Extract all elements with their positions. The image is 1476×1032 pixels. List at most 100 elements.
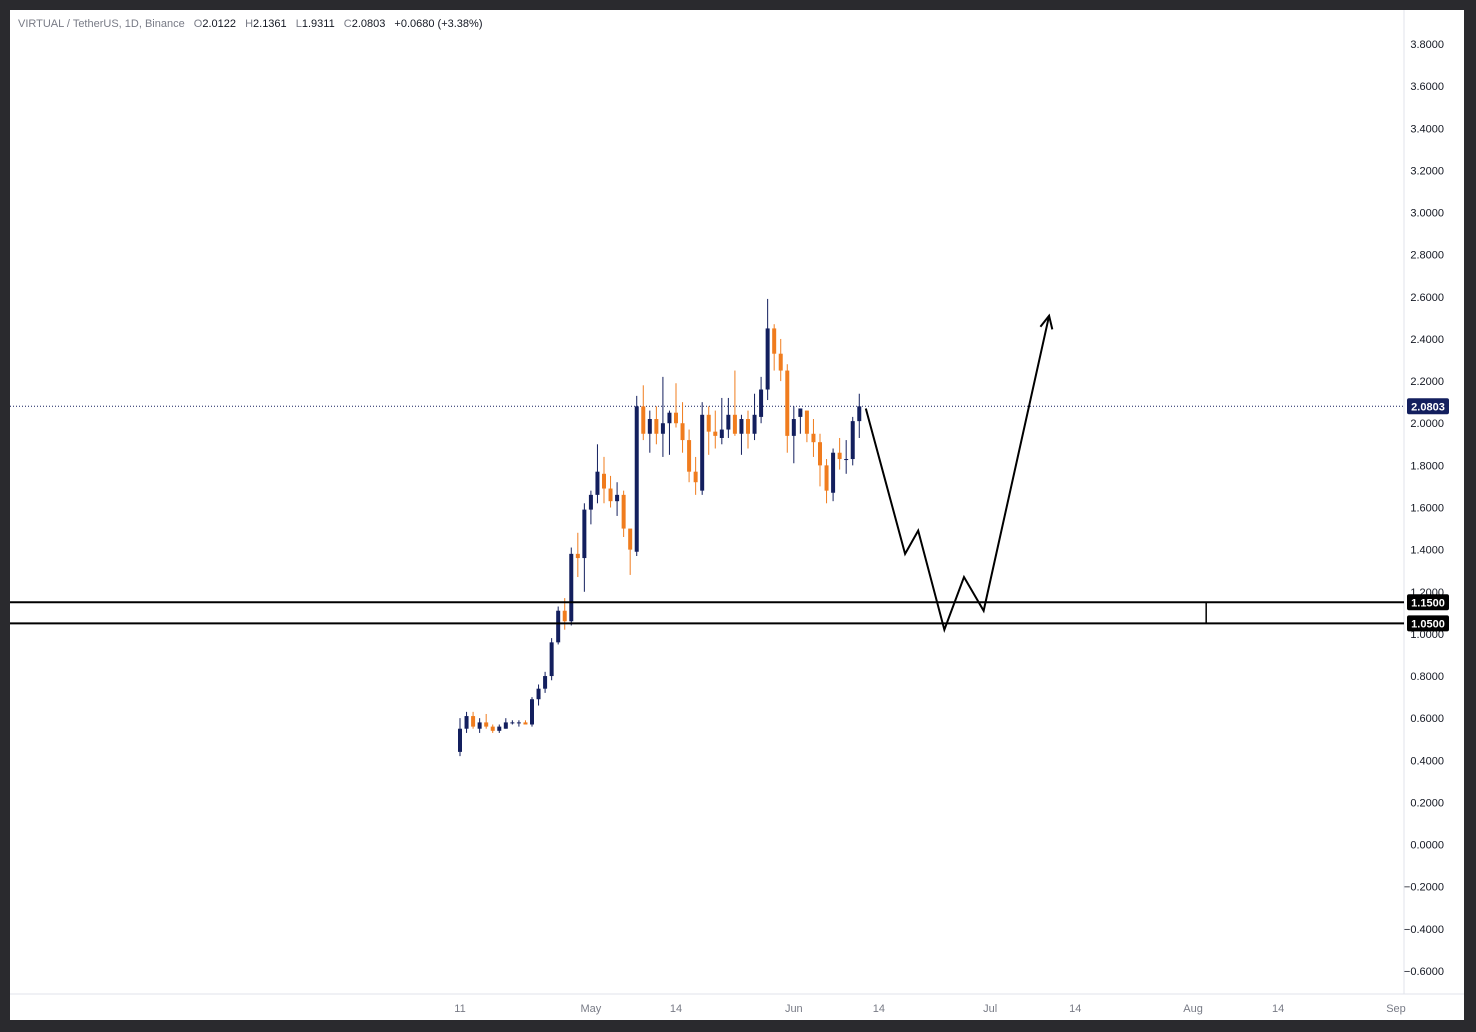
candle-body bbox=[778, 353, 783, 371]
candle-body bbox=[471, 716, 476, 727]
level-price-tag: 1.1500 bbox=[1411, 597, 1445, 609]
ohlc-close: C2.0803 bbox=[344, 18, 386, 30]
candle-body bbox=[660, 423, 665, 434]
candle-body bbox=[503, 722, 508, 729]
candle-body bbox=[844, 459, 849, 461]
candle-body bbox=[785, 370, 790, 436]
close-value: 2.0803 bbox=[351, 18, 386, 30]
candle-body bbox=[621, 494, 626, 529]
candle-body bbox=[516, 722, 521, 724]
low-label: L bbox=[295, 18, 302, 30]
ohlc-open: O2.0122 bbox=[194, 18, 236, 30]
y-tick-label: 2.2000 bbox=[1410, 376, 1444, 388]
candle-body bbox=[772, 328, 777, 354]
candle-body bbox=[458, 728, 462, 752]
candle-body bbox=[857, 406, 862, 422]
candle-body bbox=[549, 642, 554, 677]
candle-body bbox=[582, 509, 587, 559]
y-tick-label: 0.6000 bbox=[1410, 713, 1444, 725]
candle-body bbox=[752, 414, 757, 434]
candle-body bbox=[726, 414, 731, 430]
candle-body bbox=[791, 419, 796, 436]
candle-body bbox=[641, 406, 646, 434]
candle-body bbox=[837, 452, 842, 460]
candle-body bbox=[575, 553, 580, 559]
candle-body bbox=[831, 452, 836, 493]
x-tick-label: 14 bbox=[1272, 1003, 1284, 1015]
candle-body bbox=[759, 389, 764, 417]
y-tick-label: 3.4000 bbox=[1410, 123, 1444, 135]
candle-body bbox=[680, 423, 685, 441]
candle-body bbox=[530, 699, 534, 725]
price-change: +0.0680 (+3.38%) bbox=[394, 18, 483, 30]
candle-body bbox=[602, 473, 606, 489]
y-tick-label: 2.4000 bbox=[1410, 334, 1444, 346]
x-tick-label: 14 bbox=[670, 1003, 682, 1015]
x-tick-label: May bbox=[581, 1003, 602, 1015]
chart-frame[interactable]: VIRTUAL / TetherUS, 1D, Binance O2.0122 … bbox=[10, 10, 1464, 1020]
x-tick-label: Jun bbox=[785, 1003, 803, 1015]
candle-body bbox=[615, 494, 620, 502]
candle-body bbox=[556, 610, 561, 643]
candle-body bbox=[739, 419, 744, 434]
candle-body bbox=[798, 408, 803, 417]
y-tick-label: 0.8000 bbox=[1410, 671, 1444, 683]
candle-body bbox=[628, 528, 633, 550]
x-tick-label: 14 bbox=[1069, 1003, 1081, 1015]
candle-body bbox=[497, 726, 502, 731]
y-tick-label: 3.0000 bbox=[1410, 208, 1444, 220]
candle-body bbox=[732, 414, 737, 434]
candle-body bbox=[595, 471, 600, 495]
y-tick-label: 2.0000 bbox=[1410, 418, 1444, 430]
open-label: O bbox=[193, 18, 203, 30]
x-tick-label: 14 bbox=[873, 1003, 885, 1015]
y-tick-label: 1.0000 bbox=[1410, 629, 1444, 641]
level-price-tag: 1.0500 bbox=[1411, 618, 1445, 630]
candle-body bbox=[562, 610, 567, 622]
candle-body bbox=[536, 688, 541, 700]
y-tick-label: 1.8000 bbox=[1410, 460, 1444, 472]
y-tick-label: 0.0000 bbox=[1410, 840, 1444, 852]
projection-arrowhead bbox=[1039, 313, 1054, 330]
y-tick-label: 1.4000 bbox=[1410, 545, 1444, 557]
candle-body bbox=[588, 494, 593, 510]
candle-body bbox=[464, 716, 469, 729]
candle-body bbox=[765, 328, 770, 390]
y-tick-label: 3.2000 bbox=[1410, 165, 1444, 177]
candle-body bbox=[719, 429, 724, 438]
candle-body bbox=[693, 471, 698, 483]
projection-path[interactable] bbox=[864, 315, 1051, 633]
x-tick-label: Sep bbox=[1386, 1003, 1406, 1015]
level-price-tag-bg bbox=[1407, 615, 1449, 632]
symbol-header: VIRTUAL / TetherUS, 1D, Binance O2.0122 … bbox=[18, 18, 489, 30]
open-value: 2.0122 bbox=[202, 18, 236, 30]
x-tick-label: Jul bbox=[983, 1003, 997, 1015]
candle-body bbox=[510, 722, 515, 724]
ohlc-high: H2.1361 bbox=[245, 18, 287, 30]
candle-body bbox=[824, 465, 829, 491]
candle-body bbox=[687, 440, 692, 472]
candle-body bbox=[608, 488, 613, 502]
candle-body bbox=[818, 442, 822, 466]
candle-body bbox=[713, 431, 718, 436]
candle-body bbox=[523, 722, 528, 725]
candlestick-chart[interactable]: 3.8000 3.6000 3.4000 3.2000 3.0000 2.8000 2.60… bbox=[10, 10, 1464, 1020]
candle-body bbox=[477, 722, 482, 729]
y-tick-label: −0.6000 bbox=[1404, 966, 1444, 978]
candle-body bbox=[746, 419, 750, 434]
y-tick-label: 3.8000 bbox=[1410, 39, 1444, 51]
candle-body bbox=[811, 433, 816, 443]
candle-body bbox=[654, 419, 659, 434]
candle-body bbox=[674, 412, 678, 424]
y-tick-label: 0.2000 bbox=[1410, 797, 1444, 809]
symbol-title: VIRTUAL / TetherUS, 1D, Binance bbox=[18, 18, 185, 30]
y-tick-label: −0.2000 bbox=[1404, 882, 1444, 894]
candle-body bbox=[706, 414, 711, 432]
high-label: H bbox=[245, 18, 254, 30]
y-tick-label: 3.6000 bbox=[1410, 81, 1444, 93]
candle-body bbox=[490, 726, 495, 731]
y-tick-label: 1.6000 bbox=[1410, 503, 1444, 515]
high-value: 2.1361 bbox=[253, 18, 287, 30]
y-tick-label: 0.4000 bbox=[1410, 755, 1444, 767]
candle-body bbox=[804, 410, 809, 434]
